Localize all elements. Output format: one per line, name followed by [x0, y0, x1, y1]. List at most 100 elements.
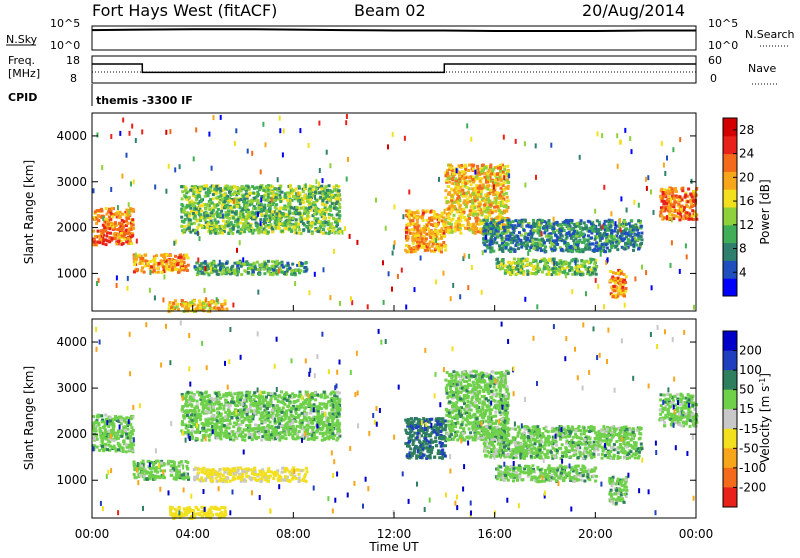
echo-cell — [260, 226, 263, 229]
echo-cell — [265, 210, 268, 213]
echo-cell — [501, 267, 504, 270]
echo-cell — [253, 216, 256, 219]
echo-cell — [509, 232, 512, 235]
echo-cell — [131, 218, 134, 221]
echo-cell — [281, 191, 284, 194]
echo-cell — [140, 269, 143, 272]
echo-cell — [450, 188, 453, 191]
echo-cell — [585, 226, 588, 229]
echo-cell — [526, 242, 529, 245]
echo-cell — [332, 185, 335, 188]
echo-cell — [515, 239, 518, 242]
echo-cell — [305, 225, 308, 228]
echo-cell — [587, 270, 590, 273]
echo-cell — [683, 214, 686, 217]
echo-cell — [246, 224, 249, 227]
echo-cell — [131, 432, 134, 435]
echo-cell — [288, 202, 291, 205]
echo-cell — [132, 223, 135, 226]
echo-cell — [127, 237, 130, 240]
echo-cell — [210, 227, 213, 230]
echo-cell — [574, 271, 576, 276]
echo-cell — [168, 304, 171, 307]
echo-cell — [213, 188, 216, 191]
echo-cell — [270, 223, 273, 226]
echo-cell — [524, 232, 527, 235]
echo-cell — [273, 199, 276, 202]
echo-cell — [264, 225, 267, 228]
echo-cell — [342, 230, 344, 235]
echo-cell — [685, 243, 687, 248]
echo-cell — [439, 230, 442, 233]
echo-cell — [567, 232, 570, 235]
echo-cell — [299, 128, 301, 133]
echo-cell — [507, 226, 510, 229]
echo-cell — [592, 258, 595, 261]
echo-cell — [324, 232, 327, 235]
echo-cell — [211, 201, 214, 204]
echo-cell — [504, 210, 507, 213]
echo-cell — [613, 289, 616, 292]
echo-cell — [260, 198, 262, 203]
echo-cell — [481, 290, 483, 295]
echo-cell — [188, 221, 191, 224]
echo-cell — [176, 303, 179, 306]
echo-cell — [504, 264, 507, 267]
echo-cell — [665, 202, 668, 205]
echo-cell — [462, 195, 465, 198]
echo-cell — [598, 234, 601, 237]
echo-cell — [503, 229, 506, 232]
echo-cell — [194, 218, 197, 221]
echo-cell — [437, 233, 440, 236]
echo-cell — [678, 216, 681, 219]
echo-cell — [329, 189, 332, 192]
echo-cell — [458, 164, 461, 167]
echo-cell — [505, 186, 508, 189]
echo-cell — [245, 201, 248, 204]
echo-cell — [605, 233, 608, 236]
echo-cell — [613, 285, 616, 288]
echo-cell — [223, 194, 226, 197]
echo-cell — [303, 197, 306, 200]
echo-cell — [490, 250, 493, 253]
echo-cell — [498, 222, 501, 225]
echo-cell — [230, 223, 233, 226]
echo-cell — [417, 234, 420, 237]
echo-cell — [495, 229, 498, 232]
echo-cell — [636, 234, 639, 237]
echo-cell — [625, 235, 628, 238]
echo-cell — [299, 202, 302, 205]
echo-cell — [208, 191, 211, 194]
echo-cell — [596, 219, 599, 222]
echo-cell — [470, 137, 472, 142]
echo-cell — [197, 304, 200, 307]
echo-cell — [217, 208, 220, 211]
echo-cell — [189, 301, 192, 304]
echo-cell — [264, 215, 267, 218]
echo-cell — [105, 243, 108, 246]
echo-cell — [254, 207, 257, 210]
freq-panel-frame — [92, 56, 696, 83]
echo-cell — [470, 183, 473, 186]
echo-cell — [407, 235, 410, 238]
echo-cell — [480, 211, 483, 214]
echo-cell — [323, 187, 326, 190]
echo-cell — [120, 222, 123, 225]
echo-cell — [397, 274, 399, 279]
echo-cell — [477, 230, 480, 233]
echo-cell — [463, 199, 466, 202]
echo-cell — [678, 198, 681, 201]
echo-cell — [128, 202, 130, 207]
echo-cell — [121, 174, 123, 179]
echo-cell — [496, 192, 499, 195]
echo-cell — [210, 211, 213, 214]
echo-cell — [603, 185, 605, 190]
echo-cell — [477, 171, 480, 174]
echo-cell — [523, 229, 526, 232]
echo-cell — [104, 448, 107, 451]
echo-cell — [537, 270, 540, 273]
echo-cell — [558, 273, 561, 276]
echo-cell — [259, 264, 262, 267]
echo-cell — [313, 213, 316, 216]
echo-cell — [212, 185, 215, 188]
